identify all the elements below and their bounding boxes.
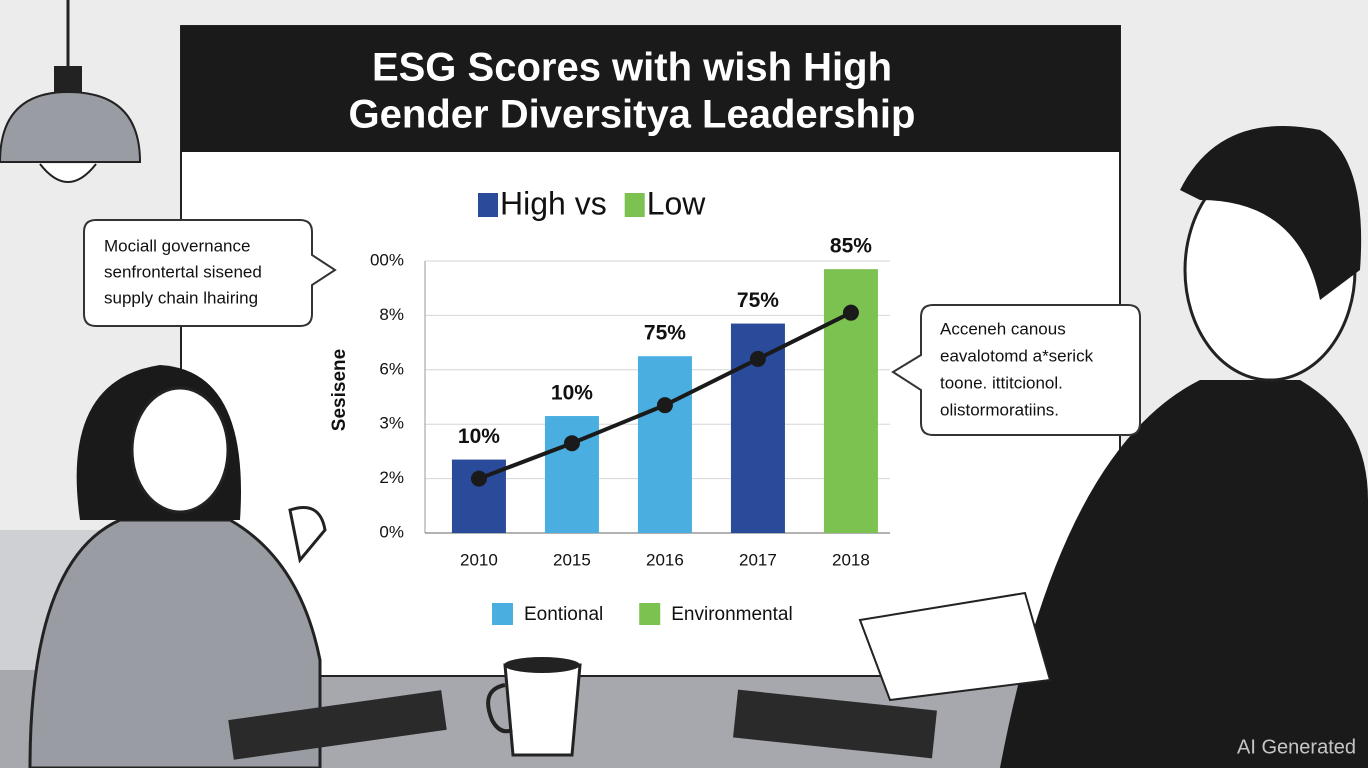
x-tick-label: 2010	[460, 550, 498, 569]
bubble-text: olistormoratiins.	[940, 400, 1059, 419]
chart-title: ESG Scores with wish High	[372, 46, 892, 90]
bar-annotation: 75%	[737, 289, 779, 312]
legend-swatch	[492, 603, 513, 625]
key-label: High vs	[500, 185, 607, 221]
man-body	[1000, 380, 1368, 768]
bar	[637, 356, 692, 533]
lamp-shade	[0, 90, 142, 163]
woman-body	[28, 518, 322, 768]
bar-annotation: 85%	[830, 235, 872, 258]
watermark: AI Generated	[1237, 736, 1356, 758]
speech-bubble	[83, 219, 337, 327]
y-tick-label: 00%	[370, 250, 404, 269]
mug	[503, 663, 582, 757]
bar-annotation: 75%	[644, 322, 686, 345]
speech-bubble	[891, 304, 1141, 436]
trend-point	[563, 435, 580, 452]
x-tick-label: 2016	[646, 550, 684, 569]
chart-title: Gender Diversitya Leadership	[349, 93, 916, 137]
man-hair	[1180, 126, 1362, 300]
key-swatch	[478, 193, 498, 217]
y-tick-label: 0%	[379, 522, 404, 541]
y-tick-label: 3%	[379, 414, 404, 433]
x-tick-label: 2017	[739, 550, 777, 569]
bubble-text: toone. ittitcionol.	[940, 373, 1063, 392]
bubble-text: senfrontertal sisened	[104, 262, 262, 281]
screen-header	[181, 26, 1120, 152]
trend-point	[842, 304, 859, 321]
bubble-text: Acceneh canous	[940, 319, 1066, 338]
woman-face	[130, 386, 230, 514]
bar-annotation: 10%	[551, 382, 593, 405]
trend-point	[749, 350, 766, 367]
bar-annotation: 10%	[458, 425, 500, 448]
y-tick-label: 8%	[379, 305, 404, 324]
tablet	[228, 690, 447, 760]
y-tick-label: 6%	[379, 359, 404, 378]
bubble-text: eavalotomd a*serick	[940, 346, 1094, 365]
bubble-text: supply chain lhairing	[104, 288, 258, 307]
legend-label: Eontional	[524, 604, 603, 625]
trend-point	[656, 397, 673, 414]
y-tick-label: 2%	[379, 468, 404, 487]
woman-hand	[288, 506, 327, 564]
y-axis-label: Sesisene	[329, 349, 350, 431]
legend-swatch	[639, 603, 661, 625]
lamp-top	[54, 66, 82, 92]
paper	[858, 591, 1052, 702]
mug-coffee	[504, 657, 580, 673]
tablet	[733, 689, 937, 759]
mug-handle	[486, 683, 513, 734]
lamp-bulb	[39, 163, 97, 183]
legend-label: Environmental	[671, 604, 792, 625]
x-tick-label: 2015	[553, 550, 591, 569]
bubble-text: Mociall governance	[104, 236, 250, 255]
key-label: Low	[647, 185, 707, 221]
trend-point	[470, 470, 487, 487]
key-swatch	[624, 193, 645, 217]
x-tick-label: 2018	[832, 550, 870, 569]
